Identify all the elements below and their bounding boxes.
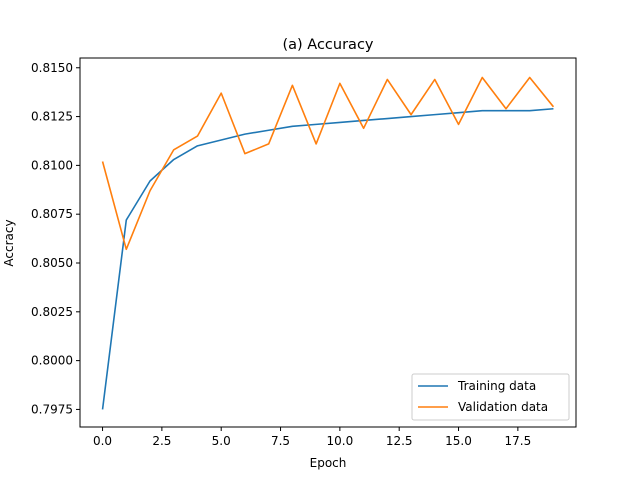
plot-frame [79,57,577,428]
y-tick-label: 0.8025 [31,305,73,319]
y-tick-label: 0.8050 [31,256,73,270]
x-tick-label: 12.5 [386,434,413,448]
y-tick-label: 0.8100 [31,158,73,172]
y-tick-label: 0.7975 [31,402,73,416]
y-tick-label: 0.8000 [31,354,73,368]
x-tick-label: 10.0 [327,434,354,448]
legend-box [411,373,570,421]
y-axis-ticks: 0.7975 0.8000 0.8025 0.8050 0.8075 0.8100 0.81… [31,61,80,416]
y-tick-label: 0.8125 [31,110,73,124]
x-tick-label: 0.0 [93,434,112,448]
legend-label-training: Training data [457,379,536,393]
x-tick-label: 7.5 [271,434,290,448]
x-tick-label: 15.0 [445,434,472,448]
x-axis-ticks: 0.0 2.5 5.0 7.5 10.0 12.5 15.0 17.5 [93,427,531,448]
chart-title: (a) Accuracy [282,37,373,53]
y-tick-label: 0.8150 [31,61,73,75]
plot-lines [101,76,555,410]
x-tick-label: 17.5 [504,434,531,448]
y-tick-label: 0.8075 [31,207,73,221]
legend-label-validation: Validation data [458,400,548,414]
x-tick-label: 5.0 [212,434,231,448]
y-axis-label: Accracy [2,219,16,266]
legend: Training data Validation data [411,373,570,421]
validation-data-line [101,76,555,251]
x-tick-label: 2.5 [152,434,171,448]
training-data-line [101,107,554,410]
x-axis-label: Epoch [310,456,347,470]
